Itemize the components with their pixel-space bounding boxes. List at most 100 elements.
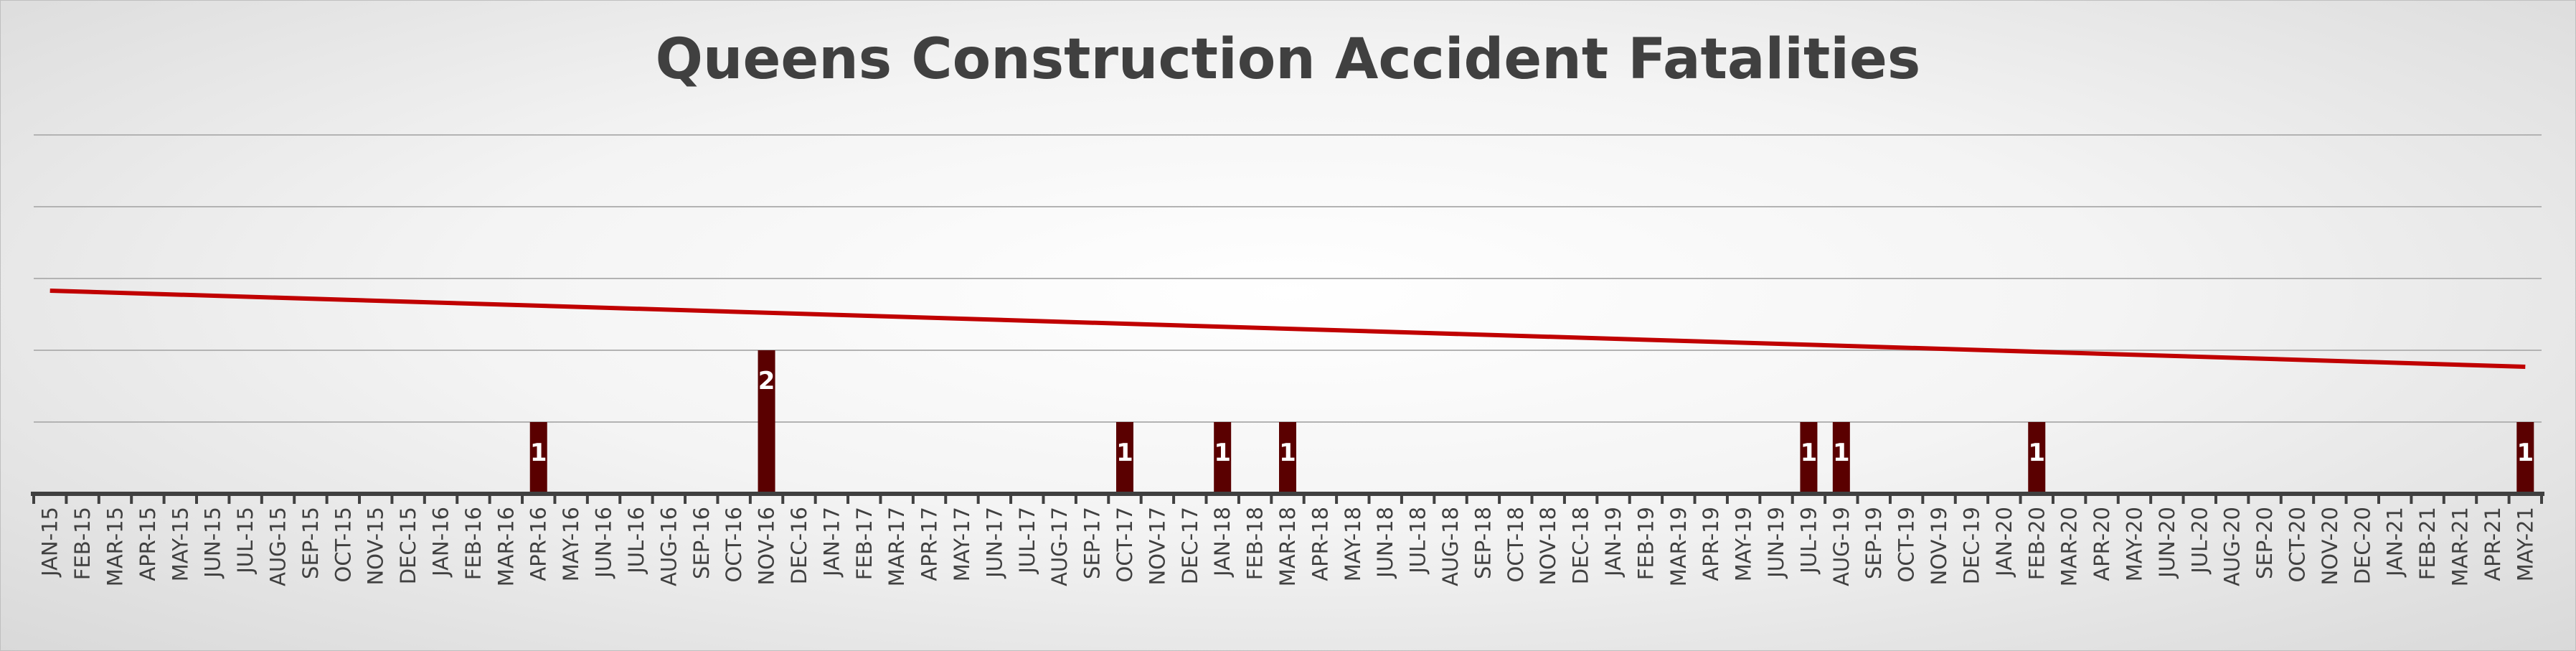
- x-tick-label: NOV-19: [1927, 507, 1951, 586]
- x-tick-labels: JAN-15 FEB-15 MAR-15 APR-15 MAY-15 JUN-15 JUL-…: [38, 507, 2538, 586]
- x-tick-label: OCT-20: [2285, 507, 2309, 583]
- data-label: 1: [1279, 439, 1296, 467]
- x-tick-label: NOV-18: [1536, 507, 1560, 586]
- data-label: 1: [2516, 439, 2534, 467]
- x-tick-label: SEP-20: [2252, 507, 2277, 579]
- bar: [1279, 422, 1296, 494]
- chart-title: Queens Construction Accident Fatalities: [655, 27, 1921, 92]
- x-tick-label: JAN-21: [2383, 507, 2407, 578]
- x-tick-label: DEC-16: [787, 507, 811, 584]
- x-axis: [31, 492, 2544, 504]
- x-tick-label: JUN-16: [592, 507, 616, 579]
- x-tick-label: APR-15: [136, 507, 160, 581]
- x-tick-label: APR-17: [917, 507, 942, 581]
- x-tick-label: FEB-15: [70, 507, 95, 580]
- x-tick-label: DEC-18: [1569, 507, 1593, 584]
- x-tick-label: JAN-16: [429, 507, 453, 578]
- trendline: [49, 289, 2526, 369]
- x-tick-label: DEC-17: [1178, 507, 1202, 584]
- x-tick-label: FEB-20: [2024, 507, 2049, 580]
- bar: [2028, 422, 2046, 494]
- x-tick-label: AUG-17: [1047, 507, 1072, 586]
- x-tick-label: JAN-17: [819, 507, 844, 578]
- x-tick-label: MAR-15: [103, 507, 128, 586]
- data-label: 1: [1214, 439, 1231, 467]
- x-tick-label: SEP-15: [298, 507, 323, 579]
- x-tick-label: SEP-19: [1862, 507, 1886, 579]
- x-tick-label: FEB-18: [1243, 507, 1268, 580]
- x-tick-label: MAY-20: [2122, 507, 2146, 581]
- x-tick-label: FEB-21: [2415, 507, 2440, 580]
- x-tick-label: FEB-19: [1633, 507, 1658, 580]
- x-tick-label: MAY-16: [559, 507, 583, 581]
- x-tick-label: SEP-18: [1471, 507, 1495, 579]
- x-tick-label: OCT-16: [722, 507, 746, 583]
- x-tick-label: APR-16: [527, 507, 551, 581]
- x-tick-label: AUG-16: [656, 507, 681, 586]
- x-tick-label: JUL-16: [624, 507, 648, 575]
- x-tick-label: JUL-20: [2187, 507, 2212, 575]
- x-tick-label: JUN-20: [2155, 507, 2179, 579]
- x-tick-label: JUL-19: [1796, 507, 1821, 575]
- x-tick-label: MAR-16: [494, 507, 518, 586]
- x-tick-label: AUG-15: [266, 507, 291, 586]
- x-tick-label: MAR-21: [2448, 507, 2472, 586]
- x-tick-label: MAY-19: [1732, 507, 1756, 581]
- x-tick-label: JUN-15: [201, 507, 225, 579]
- x-tick-label: APR-21: [2481, 507, 2505, 581]
- x-tick-label: DEC-15: [396, 507, 420, 584]
- data-label: 2: [758, 367, 775, 395]
- x-tick-label: JUL-15: [233, 507, 258, 575]
- x-tick-label: NOV-15: [364, 507, 388, 586]
- x-tick-label: DEC-19: [1959, 507, 1983, 584]
- x-tick-label: JUN-19: [1764, 507, 1788, 579]
- bar: [1800, 422, 1818, 494]
- x-tick-label: DEC-20: [2350, 507, 2374, 584]
- x-tick-label: JUN-18: [1373, 507, 1397, 579]
- x-tick-label: JUL-18: [1406, 507, 1430, 575]
- x-tick-label: MAY-21: [2513, 507, 2537, 581]
- x-tick-label: JUN-17: [982, 507, 1006, 579]
- x-tick-label: SEP-16: [689, 507, 714, 579]
- data-label: 1: [530, 439, 547, 467]
- x-tick-label: SEP-17: [1080, 507, 1105, 579]
- bar: [1115, 422, 1133, 494]
- x-tick-label: NOV-17: [1145, 507, 1169, 586]
- bars: 121 1 1 1 1 1 1: [529, 350, 2534, 494]
- x-tick-label: JAN-20: [1992, 507, 2016, 578]
- x-tick-label: AUG-19: [1829, 507, 1854, 586]
- x-tick-label: JAN-15: [38, 507, 62, 578]
- x-tick-label: OCT-17: [1113, 507, 1137, 583]
- x-tick-label: OCT-18: [1504, 507, 1528, 583]
- x-tick-label: APR-18: [1308, 507, 1332, 581]
- x-tick-label: MAY-18: [1341, 507, 1365, 581]
- trendline-group: [49, 289, 2526, 369]
- x-tick-label: MAR-20: [2057, 507, 2082, 586]
- x-tick-label: MAR-17: [884, 507, 909, 586]
- data-label: 1: [1801, 439, 1818, 467]
- x-tick-label: FEB-16: [461, 507, 486, 580]
- x-tick-label: MAR-19: [1666, 507, 1691, 586]
- x-tick-label: JAN-18: [1210, 507, 1235, 578]
- data-label: 1: [2028, 439, 2045, 467]
- x-tick-label: APR-19: [1699, 507, 1723, 581]
- x-tick-label: NOV-16: [755, 507, 779, 586]
- x-tick-label: AUG-18: [1438, 507, 1463, 586]
- x-tick-label: AUG-20: [2220, 507, 2245, 586]
- x-tick-label: JUL-17: [1015, 507, 1039, 575]
- bar: [1214, 422, 1232, 494]
- x-tick-label: MAR-18: [1275, 507, 1300, 586]
- data-label: 1: [1116, 439, 1133, 467]
- x-tick-label: OCT-19: [1895, 507, 1919, 583]
- bar: [758, 350, 775, 494]
- x-tick-label: MAY-15: [168, 507, 192, 581]
- x-tick-label: APR-20: [2090, 507, 2114, 581]
- x-tick-label: MAY-17: [950, 507, 974, 581]
- x-tick-label: FEB-17: [852, 507, 877, 580]
- data-label: 1: [1833, 439, 1850, 467]
- bar: [2516, 422, 2534, 494]
- x-tick-label: NOV-20: [2318, 507, 2342, 586]
- gridlines: [34, 134, 2542, 423]
- bar: [529, 422, 547, 494]
